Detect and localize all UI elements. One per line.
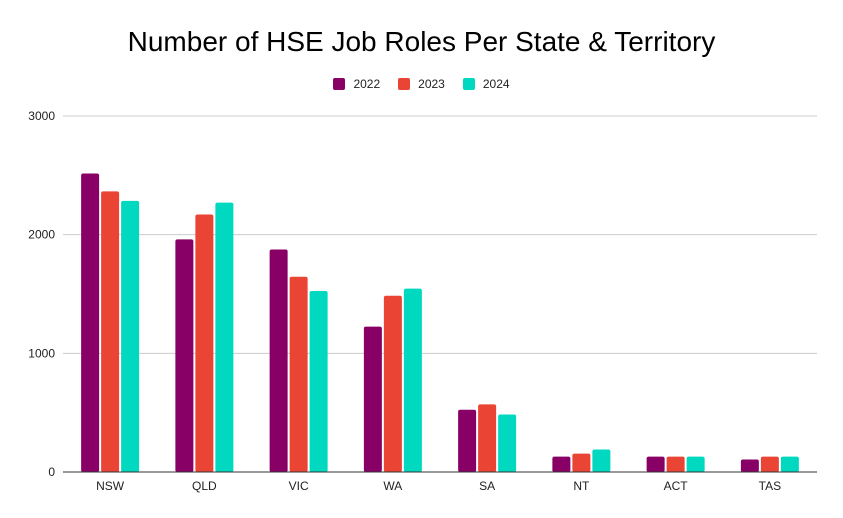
bar-qld-2022 <box>175 239 194 472</box>
x-tick-label-nt: NT <box>573 479 590 493</box>
bar-tas-2023 <box>760 456 779 472</box>
x-tick-label-act: ACT <box>664 479 689 493</box>
bar-act-2023 <box>666 456 685 472</box>
legend-swatch-2024 <box>462 78 475 90</box>
legend-label-2022: 2022 <box>353 77 381 91</box>
bar-wa-2024 <box>403 288 422 472</box>
bar-vic-2024 <box>309 291 328 472</box>
y-tick-label-2000: 2000 <box>28 228 55 242</box>
bar-wa-2023 <box>383 295 402 472</box>
x-tick-label-tas: TAS <box>759 479 781 493</box>
bar-nt-2023 <box>572 453 591 472</box>
bar-nsw-2023 <box>101 191 120 472</box>
bar-nt-2024 <box>592 449 611 472</box>
bar-tas-2024 <box>780 456 799 472</box>
bar-qld-2023 <box>195 214 214 472</box>
y-tick-label-3000: 3000 <box>28 109 55 123</box>
bar-nsw-2024 <box>121 200 140 472</box>
x-tick-label-qld: QLD <box>192 479 217 493</box>
x-tick-label-wa: WA <box>383 479 402 493</box>
x-tick-label-nsw: NSW <box>96 479 125 493</box>
bar-vic-2022 <box>269 249 288 472</box>
y-tick-label-1000: 1000 <box>28 346 55 360</box>
bar-qld-2024 <box>215 202 234 473</box>
x-tick-label-sa: SA <box>479 479 495 493</box>
legend-item-2024: 2024 <box>462 77 510 91</box>
bar-vic-2023 <box>289 276 308 472</box>
legend-item-2022: 2022 <box>333 77 380 91</box>
chart-title: Number of HSE Job Roles Per State & Terr… <box>127 26 716 57</box>
y-tick-label-0: 0 <box>48 465 55 479</box>
legend-swatch-2022 <box>333 78 346 90</box>
legend-swatch-2023 <box>398 78 411 90</box>
bar-act-2024 <box>686 456 705 472</box>
x-tick-label-vic: VIC <box>289 479 309 493</box>
bar-act-2022 <box>646 456 665 472</box>
bar-nt-2022 <box>552 456 571 472</box>
bar-sa-2024 <box>498 414 517 472</box>
bar-sa-2022 <box>458 409 477 472</box>
legend-label-2024: 2024 <box>482 77 510 91</box>
bar-wa-2022 <box>363 326 382 472</box>
legend: 2022 2023 2024 <box>0 77 843 91</box>
legend-label-2023: 2023 <box>418 77 445 91</box>
bar-tas-2022 <box>740 459 759 472</box>
legend-item-2023: 2023 <box>398 77 445 91</box>
bar-sa-2023 <box>478 404 497 472</box>
bar-nsw-2022 <box>81 173 100 472</box>
